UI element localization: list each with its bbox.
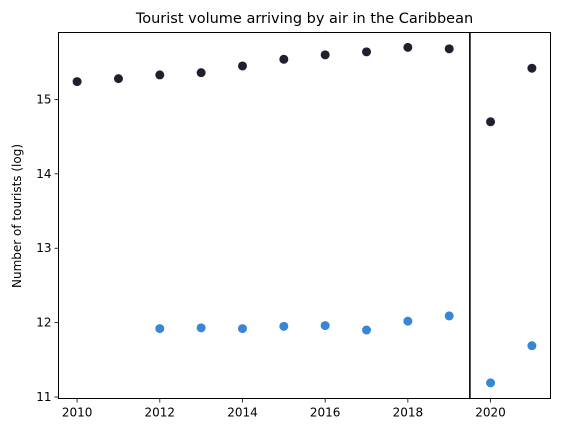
- x-tick-label: 2016: [310, 406, 341, 420]
- plot-frame: [58, 32, 551, 399]
- data-point: [527, 63, 537, 73]
- data-point: [237, 61, 247, 71]
- data-point: [403, 316, 413, 326]
- series-1: [72, 42, 537, 127]
- plot-area: [72, 32, 537, 399]
- data-point: [72, 77, 82, 87]
- y-tick-label: 15: [36, 92, 51, 106]
- data-point: [320, 50, 330, 60]
- x-tick-label: 2014: [227, 406, 258, 420]
- y-tick-label: 13: [36, 241, 51, 255]
- x-tick-label: 2012: [145, 406, 176, 420]
- data-point: [486, 117, 496, 127]
- y-tick-label: 11: [36, 390, 51, 404]
- data-point: [196, 68, 206, 78]
- data-point: [237, 324, 247, 334]
- y-tick-label: 14: [36, 167, 51, 181]
- data-point: [279, 54, 289, 64]
- data-point: [403, 42, 413, 52]
- series-2: [155, 311, 537, 388]
- data-point: [196, 323, 206, 333]
- x-tick-label: 2018: [393, 406, 424, 420]
- x-tick-label: 2020: [475, 406, 506, 420]
- data-point: [444, 44, 454, 54]
- data-point: [113, 74, 123, 84]
- data-point: [320, 321, 330, 331]
- data-point: [362, 47, 372, 57]
- data-point: [444, 311, 454, 321]
- data-point: [155, 324, 165, 334]
- data-point: [279, 321, 289, 331]
- y-tick-label: 12: [36, 316, 51, 330]
- x-tick-label: 2010: [62, 406, 93, 420]
- chart-title: Tourist volume arriving by air in the Ca…: [135, 11, 473, 27]
- data-point: [527, 341, 537, 351]
- data-point: [362, 325, 372, 335]
- y-axis-label: Number of tourists (log): [10, 144, 24, 288]
- data-point: [486, 378, 496, 388]
- data-point: [155, 70, 165, 80]
